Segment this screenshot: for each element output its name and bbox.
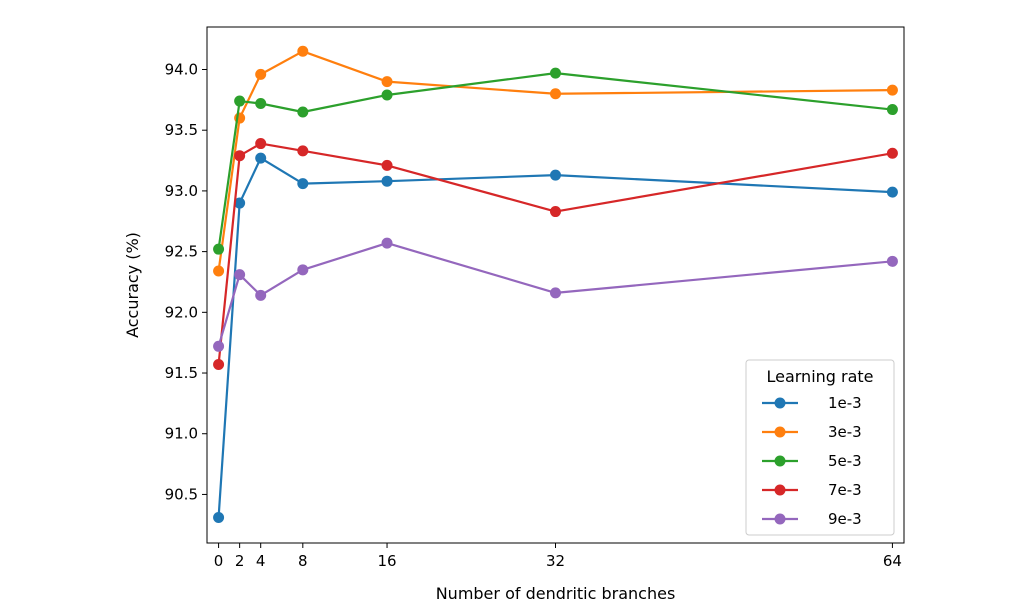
data-point [886, 104, 898, 116]
series-line [217, 72, 893, 250]
legend-item: 1e-3 [762, 394, 862, 412]
data-point [255, 97, 267, 109]
y-tick-label: 93.0 [165, 182, 198, 200]
legend-label: 7e-3 [828, 481, 862, 499]
data-point [550, 67, 561, 79]
data-point [381, 237, 393, 249]
legend-item: 3e-3 [762, 423, 862, 441]
data-point [234, 150, 246, 162]
series-7e-3 [213, 138, 898, 371]
data-point [255, 138, 267, 150]
data-point [550, 88, 561, 100]
axis-ticks: 0 2 4 8 16 32 64 90.5 91.0 91.5 92.0 92.5 93.0 93.5 94… [165, 60, 902, 570]
series-9e-3 [213, 237, 898, 352]
data-point [234, 95, 246, 107]
x-tick-label: 0 [214, 552, 224, 570]
data-point [255, 68, 267, 80]
data-point [234, 197, 246, 209]
data-point [381, 175, 393, 187]
legend-label: 3e-3 [828, 423, 862, 441]
legend-title: Learning rate [766, 367, 873, 386]
legend-item: 9e-3 [762, 510, 862, 528]
data-point [297, 145, 309, 157]
data-point [255, 289, 267, 301]
y-tick-label: 93.5 [165, 121, 198, 139]
data-point [550, 169, 561, 181]
legend-item: 5e-3 [762, 452, 862, 470]
y-tick-label: 92.5 [165, 243, 198, 261]
y-axis-label: Accuracy (%) [123, 232, 142, 338]
data-point [234, 269, 246, 281]
legend-marker [774, 397, 786, 409]
x-tick-label: 64 [883, 552, 902, 570]
legend-item: 7e-3 [762, 481, 862, 499]
legend-marker [774, 484, 786, 496]
data-point [255, 152, 267, 164]
data-point [886, 255, 898, 267]
series-line [217, 50, 893, 272]
data-point [297, 106, 309, 118]
y-tick-label: 91.5 [165, 364, 198, 382]
data-point [213, 359, 225, 371]
x-axis-label: Number of dendritic branches [436, 584, 676, 603]
x-tick-label: 2 [235, 552, 245, 570]
data-point [381, 159, 393, 171]
data-point [886, 186, 898, 198]
x-tick-label: 32 [546, 552, 565, 570]
legend-marker [774, 513, 786, 525]
legend-label: 5e-3 [828, 452, 862, 470]
legend-marker [774, 455, 786, 467]
x-tick-label: 8 [298, 552, 308, 570]
y-tick-label: 94.0 [165, 60, 198, 78]
data-point [297, 178, 309, 190]
data-point [213, 265, 225, 277]
legend-label: 1e-3 [828, 394, 862, 412]
data-point [381, 76, 393, 88]
data-point [886, 84, 898, 96]
legend: Learning rate 1e-3 3e-3 5e-3 7e-3 9e-3 [745, 359, 895, 536]
data-point [886, 147, 898, 159]
series-1e-3 [213, 152, 898, 523]
x-tick-label: 16 [377, 552, 396, 570]
plot-area [213, 45, 898, 523]
data-point [550, 206, 561, 218]
y-tick-label: 92.0 [165, 303, 198, 321]
y-tick-label: 91.0 [165, 425, 198, 443]
data-point [550, 287, 561, 299]
data-point [297, 45, 309, 57]
data-point [381, 89, 393, 101]
series-5e-3 [213, 67, 898, 255]
data-point [297, 264, 309, 276]
legend-box [745, 359, 895, 536]
y-tick-label: 90.5 [165, 485, 198, 503]
legend-marker [774, 426, 786, 438]
series-3e-3 [213, 45, 898, 277]
data-point [213, 512, 225, 523]
x-tick-label: 4 [256, 552, 266, 570]
data-point [213, 340, 225, 352]
data-point [213, 243, 225, 255]
legend-label: 9e-3 [828, 510, 862, 528]
